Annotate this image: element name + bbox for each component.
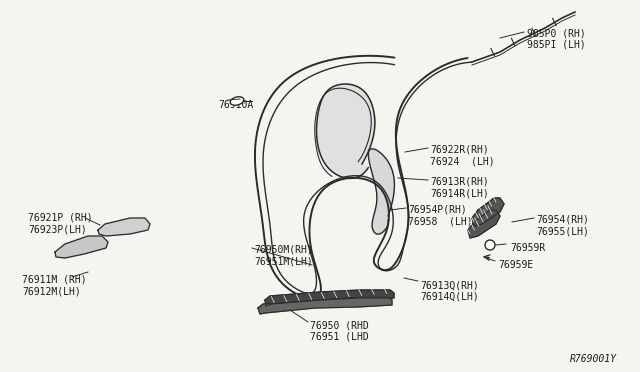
Text: 76921P (RH)
76923P(LH): 76921P (RH) 76923P(LH): [28, 213, 93, 235]
Text: 76922R(RH)
76924  (LH): 76922R(RH) 76924 (LH): [430, 145, 495, 167]
Polygon shape: [369, 149, 394, 234]
Text: 76954P(RH)
76958  (LH): 76954P(RH) 76958 (LH): [408, 205, 472, 227]
Polygon shape: [472, 198, 504, 226]
Polygon shape: [317, 84, 375, 179]
Polygon shape: [265, 290, 394, 306]
Text: 76950 (RHD
76951 (LHD: 76950 (RHD 76951 (LHD: [310, 320, 369, 341]
Text: 76954(RH)
76955(LH): 76954(RH) 76955(LH): [536, 215, 589, 237]
Text: 76910A: 76910A: [218, 100, 253, 110]
Polygon shape: [55, 236, 108, 258]
Text: 985P0 (RH)
985PI (LH): 985P0 (RH) 985PI (LH): [527, 28, 586, 49]
Polygon shape: [468, 210, 500, 238]
Text: 76913R(RH)
76914R(LH): 76913R(RH) 76914R(LH): [430, 177, 489, 199]
Polygon shape: [98, 218, 150, 236]
Text: 76911M (RH)
76912M(LH): 76911M (RH) 76912M(LH): [22, 275, 86, 296]
Text: 76913Q(RH)
76914Q(LH): 76913Q(RH) 76914Q(LH): [420, 280, 479, 302]
Circle shape: [485, 240, 495, 250]
Text: 76959R: 76959R: [510, 243, 545, 253]
Polygon shape: [258, 297, 392, 314]
Text: R769001Y: R769001Y: [570, 354, 617, 364]
Text: 76959E: 76959E: [498, 260, 533, 270]
Ellipse shape: [230, 97, 244, 105]
Text: 76950M(RH)
76951M(LH): 76950M(RH) 76951M(LH): [254, 245, 313, 267]
